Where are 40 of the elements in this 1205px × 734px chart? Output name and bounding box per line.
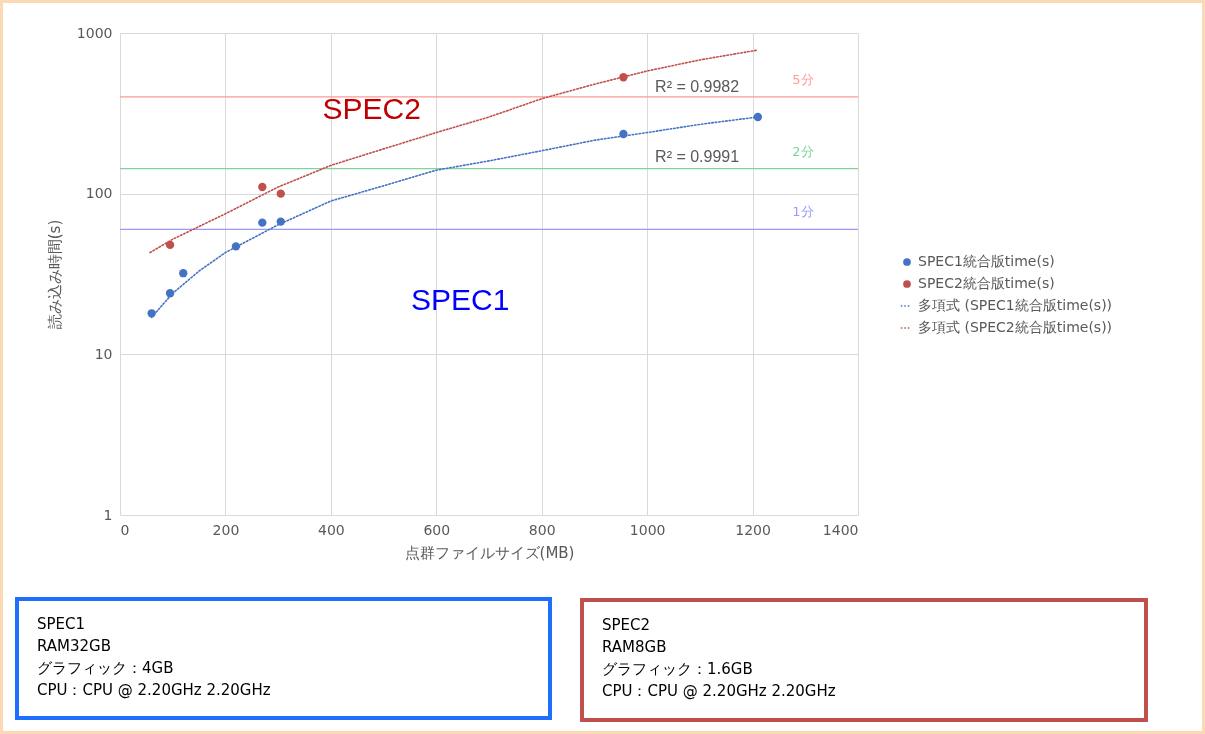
point [258, 182, 267, 192]
point [753, 112, 763, 122]
y-axis-title: 読み込み時間(s) [45, 219, 64, 330]
point [147, 309, 156, 318]
point [258, 218, 267, 227]
x-tick-label: 1400 [822, 521, 859, 538]
x-tick-label: 0 [120, 521, 130, 538]
x-axis-title: 点群ファイルサイズ(MB) [404, 543, 575, 562]
y-tick-label: 1 [103, 506, 113, 523]
point [619, 129, 628, 139]
legend-label: 多項式 (SPEC1統合版time(s)) [918, 297, 1113, 313]
point [276, 217, 285, 226]
x-tick-label: 1200 [735, 521, 771, 538]
point [231, 242, 241, 251]
annotation: R² = 0.9991 [655, 147, 740, 165]
line-series [149, 49, 759, 254]
x-tick-label: 1000 [629, 521, 666, 538]
annotation: R² = 0.9982 [655, 77, 740, 95]
ref-line-label: 5分 [792, 71, 814, 87]
point [165, 289, 175, 298]
point [165, 240, 175, 250]
x-tick-label: 400 [317, 521, 345, 538]
ref-line-label: 2分 [792, 143, 814, 159]
point [276, 189, 285, 198]
x-tick-label: 200 [212, 521, 240, 538]
text: SPEC1 RAM32GB グラフィック：4GB CPU：CPU @ 2.20GHz 2.20GHz [15, 597, 552, 720]
annotation: SPEC1 [411, 282, 510, 316]
annotation: SPEC2 [322, 92, 421, 126]
y-tick-label: 100 [85, 185, 113, 202]
ref-line-label: 1分 [792, 204, 814, 220]
legend-label: SPEC2統合版time(s) [918, 275, 1055, 291]
text: SPEC2 RAM8GB グラフィック：1.6GB CPU：CPU @ 2.20GHz 2.20GHz [580, 598, 1148, 722]
x-tick-label: 600 [423, 521, 451, 538]
point [619, 73, 628, 82]
x-tick-label: 800 [528, 521, 556, 538]
y-tick-label: 1000 [76, 24, 113, 41]
y-tick-label: 10 [94, 345, 113, 362]
point [179, 269, 188, 278]
legend-label: SPEC1統合版time(s) [918, 253, 1055, 269]
legend-label: 多項式 (SPEC2統合版time(s)) [918, 319, 1113, 335]
